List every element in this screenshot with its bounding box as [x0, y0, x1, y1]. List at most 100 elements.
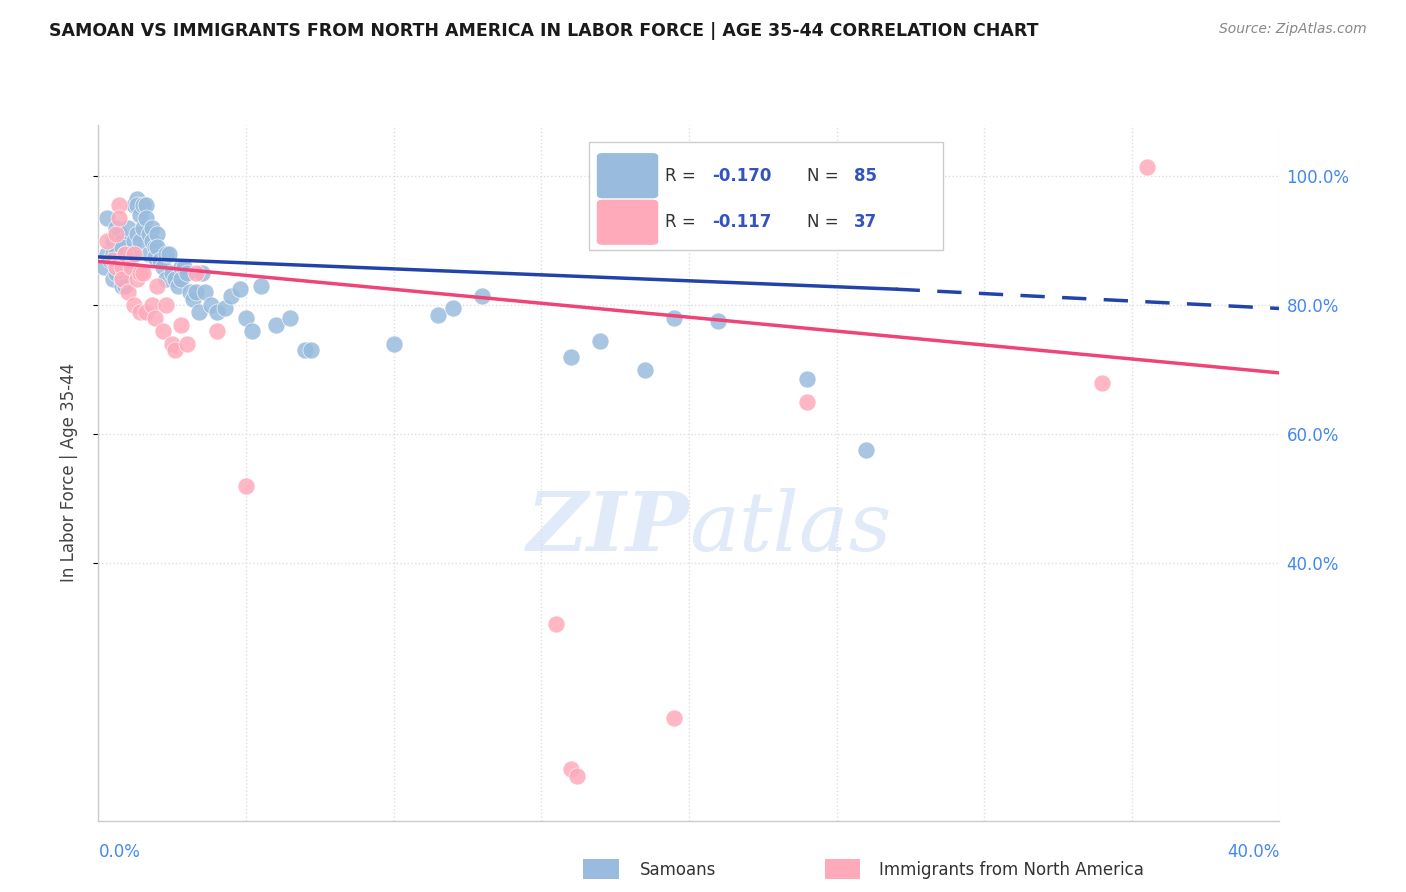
Point — [114, 246, 136, 260]
Point — [105, 266, 128, 280]
Point — [125, 192, 148, 206]
Point — [105, 221, 128, 235]
Point — [146, 227, 169, 242]
Point — [111, 272, 134, 286]
Point — [155, 246, 177, 260]
Point — [108, 253, 131, 268]
Point — [382, 337, 405, 351]
Text: 85: 85 — [855, 167, 877, 185]
Point — [111, 279, 134, 293]
Text: -0.170: -0.170 — [713, 167, 772, 185]
Text: 40.0%: 40.0% — [1227, 843, 1279, 861]
Point — [707, 314, 730, 328]
Point — [125, 198, 148, 212]
Point — [135, 198, 157, 212]
Point — [214, 301, 236, 316]
Point — [633, 362, 655, 376]
Point — [105, 260, 128, 274]
Text: R =: R = — [665, 167, 702, 185]
Point — [165, 272, 187, 286]
Point — [240, 324, 263, 338]
Text: 0.0%: 0.0% — [98, 843, 141, 861]
Point — [132, 266, 155, 280]
FancyBboxPatch shape — [589, 142, 943, 250]
Point — [114, 279, 136, 293]
Point — [170, 272, 193, 286]
Point — [589, 334, 612, 348]
Point — [111, 240, 134, 254]
Point — [132, 221, 155, 235]
Point — [664, 311, 686, 326]
Text: 37: 37 — [855, 213, 877, 231]
Point — [122, 246, 145, 260]
Point — [205, 324, 228, 338]
Point — [103, 272, 125, 286]
Point — [1091, 376, 1114, 390]
Point — [205, 304, 228, 318]
Point — [149, 253, 172, 268]
Point — [170, 318, 193, 332]
Text: ZIP: ZIP — [526, 489, 689, 568]
Text: -0.117: -0.117 — [713, 213, 772, 231]
Point — [471, 288, 494, 302]
Point — [114, 266, 136, 280]
Point — [264, 318, 287, 332]
Point — [143, 311, 166, 326]
Point — [125, 272, 148, 286]
Point — [120, 260, 142, 274]
Point — [111, 272, 134, 286]
Y-axis label: In Labor Force | Age 35-44: In Labor Force | Age 35-44 — [59, 363, 77, 582]
Point — [122, 246, 145, 260]
Point — [855, 443, 877, 458]
Point — [105, 227, 128, 242]
Point — [135, 211, 157, 226]
Point — [143, 240, 166, 254]
Point — [111, 260, 134, 274]
Point — [235, 311, 257, 326]
Text: SAMOAN VS IMMIGRANTS FROM NORTH AMERICA IN LABOR FORCE | AGE 35-44 CORRELATION C: SAMOAN VS IMMIGRANTS FROM NORTH AMERICA … — [49, 22, 1039, 40]
Point — [167, 279, 190, 293]
Point — [122, 298, 145, 312]
Point — [441, 301, 464, 316]
Point — [187, 304, 209, 318]
Point — [299, 343, 322, 358]
FancyBboxPatch shape — [596, 200, 658, 245]
Point — [122, 234, 145, 248]
Point — [294, 343, 316, 358]
Point — [105, 246, 128, 260]
Point — [122, 198, 145, 212]
Point — [155, 272, 177, 286]
Point — [108, 211, 131, 226]
Point — [219, 288, 242, 302]
Text: Samoans: Samoans — [640, 861, 716, 879]
Point — [141, 234, 163, 248]
Point — [143, 250, 166, 264]
Point — [146, 240, 169, 254]
Point — [117, 285, 139, 300]
Point — [128, 266, 150, 280]
Text: N =: N = — [807, 167, 844, 185]
Point — [664, 710, 686, 724]
Point — [181, 292, 204, 306]
Point — [194, 285, 217, 300]
Point — [173, 260, 195, 274]
Text: Source: ZipAtlas.com: Source: ZipAtlas.com — [1219, 22, 1367, 37]
Point — [128, 208, 150, 222]
Point — [108, 198, 131, 212]
Point — [141, 298, 163, 312]
Point — [117, 253, 139, 268]
Point — [184, 285, 207, 300]
Point — [796, 372, 818, 386]
Point — [120, 260, 142, 274]
Point — [250, 279, 273, 293]
Point — [191, 266, 214, 280]
Point — [1135, 160, 1157, 174]
Point — [179, 285, 201, 300]
Point — [141, 221, 163, 235]
Point — [165, 343, 187, 358]
Text: Immigrants from North America: Immigrants from North America — [879, 861, 1143, 879]
Point — [176, 337, 198, 351]
Point — [114, 246, 136, 260]
Point — [152, 260, 174, 274]
Point — [162, 266, 183, 280]
